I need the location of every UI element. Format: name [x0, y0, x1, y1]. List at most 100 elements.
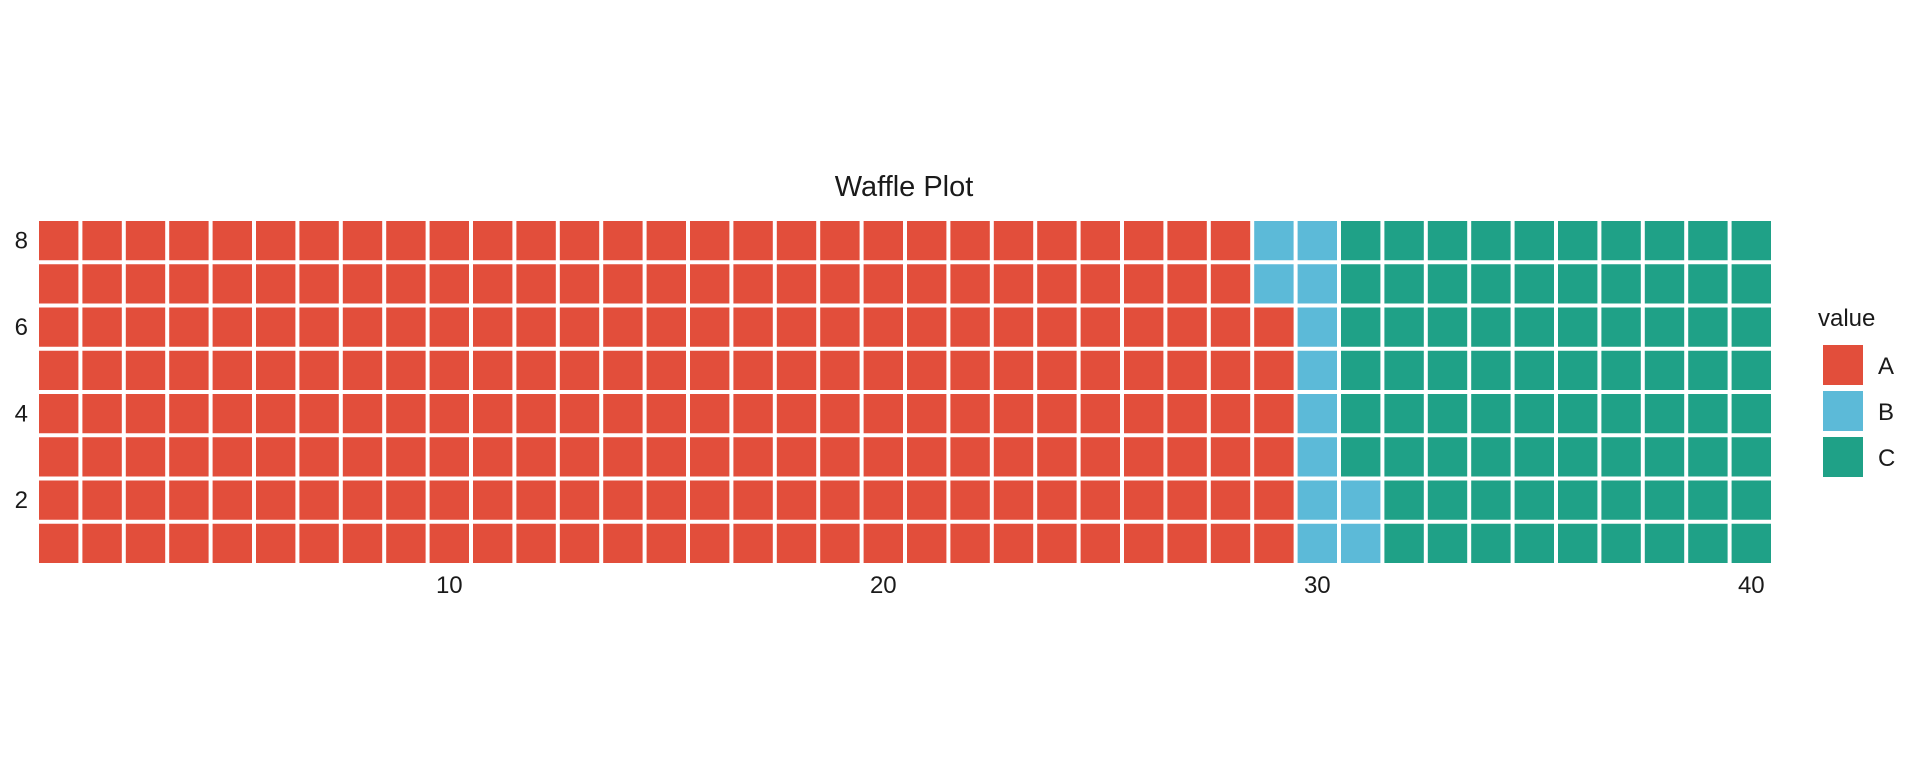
waffle-cell-a: [1124, 307, 1164, 347]
waffle-cell-a: [386, 264, 426, 304]
waffle-cell-a: [1167, 221, 1207, 261]
y-tick-label: 4: [15, 401, 28, 428]
waffle-cell-c: [1601, 394, 1641, 434]
waffle-cell-a: [1167, 350, 1207, 390]
waffle-cell-c: [1731, 437, 1771, 477]
waffle-cell-a: [950, 350, 990, 390]
waffle-cell-c: [1341, 221, 1381, 261]
waffle-cells: [39, 221, 1771, 563]
waffle-cell-a: [473, 264, 513, 304]
waffle-cell-a: [1210, 523, 1251, 563]
legend-label-c: C: [1878, 445, 1895, 472]
waffle-cell-a: [429, 523, 469, 563]
waffle-cell-a: [82, 221, 122, 261]
waffle-cell-a: [212, 307, 252, 347]
waffle-cell-a: [863, 394, 903, 434]
waffle-cell-a: [516, 307, 556, 347]
legend-key-a: [1823, 345, 1863, 385]
waffle-cell-a: [1080, 394, 1120, 434]
waffle-cell-c: [1601, 264, 1641, 304]
legend-key-c: [1823, 437, 1863, 477]
x-tick-label: 30: [1304, 572, 1331, 599]
waffle-cell-a: [950, 523, 990, 563]
waffle-cell-a: [776, 307, 817, 347]
waffle-cell-a: [82, 350, 122, 390]
waffle-cell-a: [950, 394, 990, 434]
waffle-cell-c: [1427, 350, 1468, 390]
waffle-cell-a: [733, 394, 773, 434]
waffle-cell-c: [1514, 437, 1554, 477]
waffle-cell-a: [993, 264, 1034, 304]
waffle-cell-a: [1080, 437, 1120, 477]
waffle-cell-a: [125, 523, 166, 563]
waffle-cell-a: [603, 523, 643, 563]
x-tick-label: 10: [436, 572, 463, 599]
waffle-cell-a: [820, 350, 860, 390]
waffle-cell-a: [256, 307, 296, 347]
waffle-cell-a: [733, 307, 773, 347]
waffle-cell-a: [1254, 437, 1294, 477]
waffle-cell-a: [1080, 350, 1120, 390]
waffle-cell-a: [646, 307, 686, 347]
waffle-cell-a: [690, 480, 730, 520]
y-tick-label: 6: [15, 314, 28, 341]
legend-label-a: A: [1878, 353, 1894, 380]
waffle-cell-a: [559, 437, 600, 477]
waffle-cell-c: [1471, 350, 1511, 390]
waffle-cell-b: [1297, 264, 1337, 304]
waffle-cell-c: [1601, 437, 1641, 477]
waffle-cell-a: [993, 394, 1034, 434]
waffle-cell-a: [646, 350, 686, 390]
waffle-cell-a: [690, 264, 730, 304]
waffle-cell-c: [1471, 480, 1511, 520]
waffle-cell-a: [1254, 350, 1294, 390]
waffle-cell-c: [1427, 394, 1468, 434]
waffle-cell-a: [342, 264, 383, 304]
waffle-cell-a: [1167, 523, 1207, 563]
waffle-cell-a: [1167, 394, 1207, 434]
waffle-cell-a: [342, 523, 383, 563]
waffle-cell-c: [1688, 221, 1728, 261]
waffle-cell-a: [863, 221, 903, 261]
waffle-cell-a: [386, 437, 426, 477]
waffle-cell-a: [125, 221, 166, 261]
waffle-cell-c: [1471, 307, 1511, 347]
waffle-cell-a: [603, 264, 643, 304]
x-axis-ticks: 10 20 30 40: [436, 572, 1765, 599]
waffle-cell-c: [1731, 480, 1771, 520]
waffle-cell-a: [39, 307, 79, 347]
waffle-cell-c: [1688, 264, 1728, 304]
waffle-cell-c: [1384, 394, 1424, 434]
waffle-cell-a: [299, 480, 339, 520]
waffle-cell-c: [1471, 523, 1511, 563]
waffle-cell-a: [1124, 480, 1164, 520]
waffle-cell-a: [516, 350, 556, 390]
waffle-cell-a: [82, 480, 122, 520]
waffle-cell-a: [39, 350, 79, 390]
waffle-cell-c: [1731, 264, 1771, 304]
waffle-cell-a: [690, 394, 730, 434]
waffle-cell-c: [1601, 221, 1641, 261]
waffle-cell-a: [820, 221, 860, 261]
waffle-cell-a: [386, 480, 426, 520]
waffle-cell-a: [603, 307, 643, 347]
waffle-cell-a: [950, 264, 990, 304]
waffle-cell-a: [39, 221, 79, 261]
waffle-cell-a: [820, 480, 860, 520]
waffle-cell-c: [1384, 221, 1424, 261]
waffle-cell-a: [820, 523, 860, 563]
waffle-cell-a: [429, 480, 469, 520]
waffle-cell-c: [1731, 523, 1771, 563]
waffle-cell-c: [1384, 350, 1424, 390]
waffle-cell-a: [299, 264, 339, 304]
waffle-cell-a: [907, 307, 947, 347]
waffle-cell-a: [559, 264, 600, 304]
waffle-cell-a: [863, 437, 903, 477]
waffle-cell-a: [776, 480, 817, 520]
waffle-cell-a: [733, 437, 773, 477]
waffle-cell-a: [39, 394, 79, 434]
waffle-cell-a: [690, 307, 730, 347]
waffle-cell-a: [342, 350, 383, 390]
waffle-cell-c: [1427, 264, 1468, 304]
waffle-cell-b: [1297, 394, 1337, 434]
